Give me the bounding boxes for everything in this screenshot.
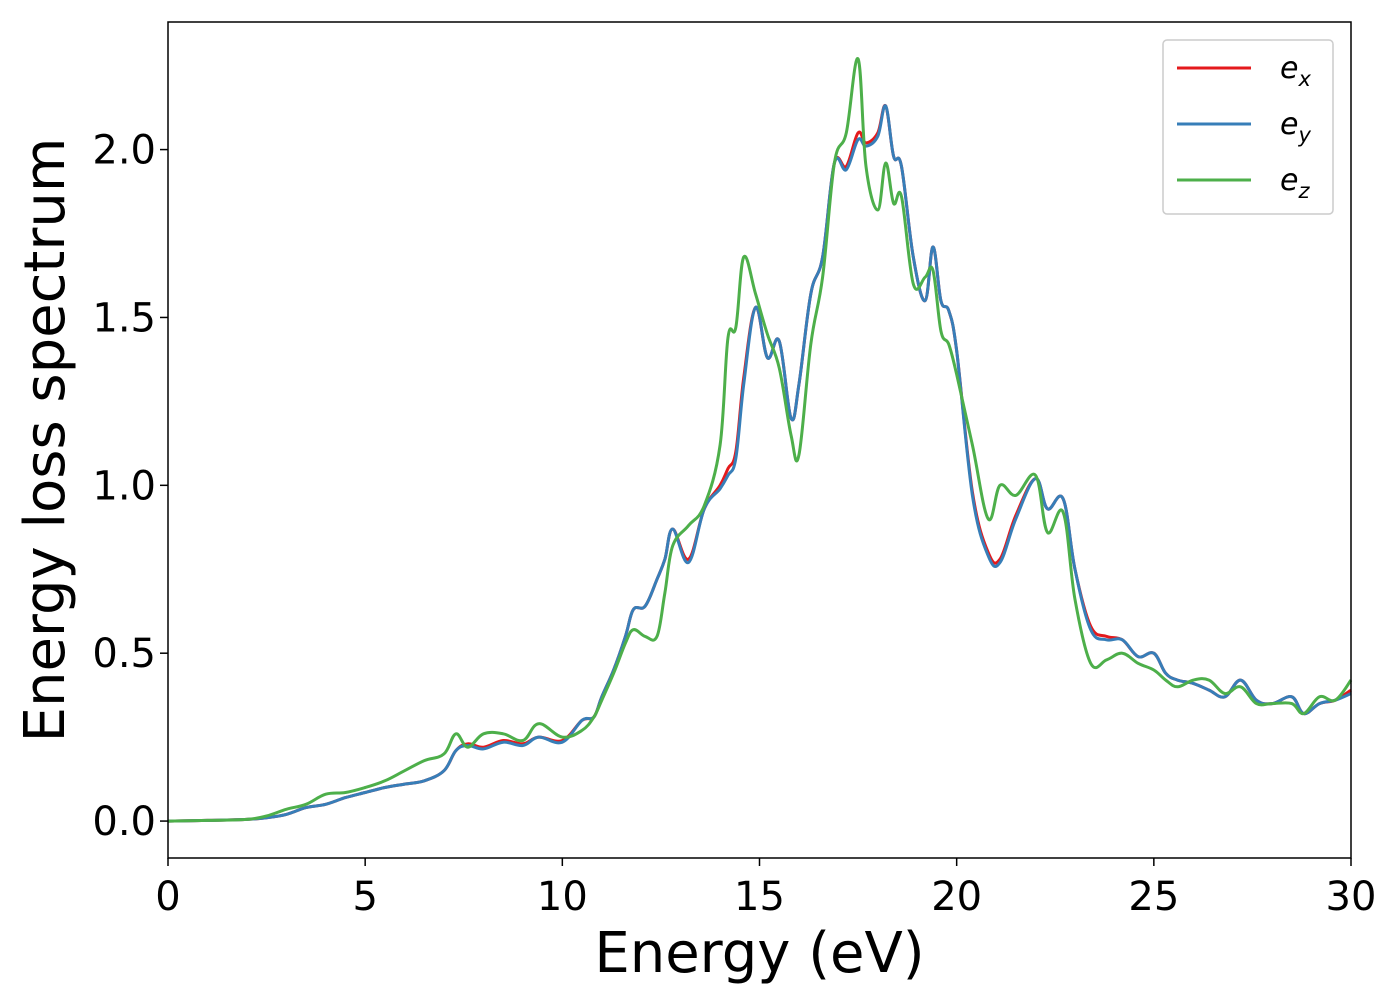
x-tick-label: 5 [352, 874, 377, 920]
x-tick-label: 20 [931, 874, 982, 920]
legend-label-x: ex [1280, 51, 1311, 91]
series-line-z [167, 57, 1353, 823]
y-tick-label: 1.5 [92, 295, 156, 341]
x-tick-label: 10 [537, 874, 588, 920]
legend-box [1162, 39, 1334, 215]
legend-label-y: ey [1280, 107, 1311, 147]
y-axis: 0.0 0.5 1.0 1.5 2.0 [92, 128, 168, 845]
plot-area [168, 22, 1351, 858]
y-tick-label: 0.0 [92, 799, 156, 845]
x-axis: 0 5 10 15 20 25 30 [155, 858, 1376, 920]
x-axis-label: Energy (eV) [594, 921, 924, 986]
x-tick-label: 30 [1326, 874, 1377, 920]
y-tick-label: 2.0 [92, 128, 156, 174]
x-tick-label: 25 [1128, 874, 1179, 920]
legend-label-z: ez [1280, 163, 1310, 203]
x-tick-label: 15 [734, 874, 785, 920]
y-axis-label: Energy loss spectrum [13, 138, 78, 743]
series-line-y [167, 104, 1352, 823]
y-tick-label: 1.0 [92, 463, 156, 509]
series-lines [167, 57, 1353, 823]
y-tick-label: 0.5 [92, 631, 156, 677]
x-tick-label: 0 [155, 874, 180, 920]
legend: ex ey ez [1162, 39, 1334, 215]
